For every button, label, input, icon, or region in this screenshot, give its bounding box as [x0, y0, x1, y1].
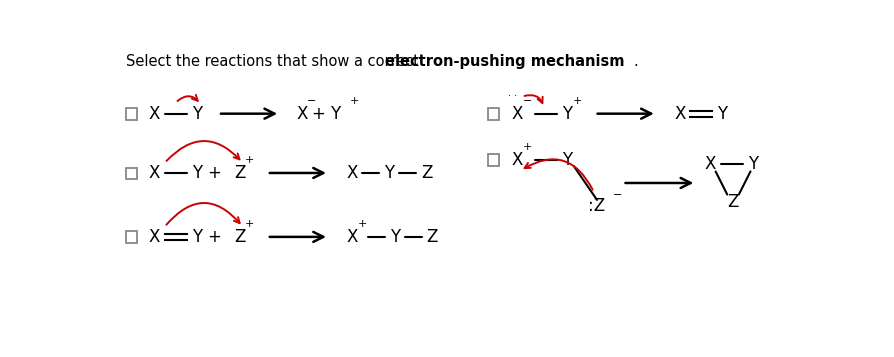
Text: Select the reactions that show a correct: Select the reactions that show a correct: [126, 54, 423, 69]
Text: X: X: [296, 105, 308, 123]
Text: +: +: [357, 219, 367, 229]
Text: Y: Y: [192, 105, 202, 123]
Bar: [126, 167, 138, 179]
Text: Y: Y: [717, 105, 727, 123]
Bar: [487, 155, 499, 166]
Text: X: X: [148, 228, 160, 246]
Text: + Y: + Y: [312, 105, 341, 123]
Text: +: +: [572, 96, 582, 106]
Text: Y: Y: [192, 228, 202, 246]
Text: Z: Z: [726, 193, 738, 211]
Bar: [126, 231, 138, 243]
Text: .: .: [633, 54, 637, 69]
Text: · ·: · ·: [508, 91, 517, 101]
Text: Z: Z: [426, 228, 437, 246]
Text: −: −: [522, 96, 531, 106]
Text: Y: Y: [562, 105, 572, 123]
Text: +: +: [350, 96, 358, 106]
Text: Z: Z: [234, 228, 245, 246]
Text: X: X: [511, 151, 522, 169]
Text: Y: Y: [384, 164, 394, 182]
Text: electron-pushing mechanism: electron-pushing mechanism: [384, 54, 623, 69]
Bar: [487, 108, 499, 120]
Text: X: X: [511, 105, 522, 123]
Text: X: X: [673, 105, 685, 123]
Text: −: −: [307, 96, 316, 106]
Text: Y: Y: [562, 151, 572, 169]
Text: :Z: :Z: [588, 197, 605, 215]
Text: +: +: [207, 228, 221, 246]
Text: +: +: [245, 155, 254, 165]
Text: X: X: [148, 164, 160, 182]
Text: −: −: [611, 190, 621, 200]
Text: Z: Z: [420, 164, 432, 182]
Text: +: +: [245, 219, 254, 229]
Bar: [126, 108, 138, 120]
Text: Y: Y: [746, 155, 757, 173]
Text: Z: Z: [234, 164, 245, 182]
Text: Y: Y: [192, 164, 202, 182]
Text: X: X: [346, 164, 358, 182]
Text: X: X: [148, 105, 160, 123]
Text: X: X: [704, 155, 715, 173]
Text: +: +: [207, 164, 221, 182]
Text: X: X: [346, 228, 358, 246]
Text: Y: Y: [389, 228, 400, 246]
Text: +: +: [522, 142, 531, 152]
